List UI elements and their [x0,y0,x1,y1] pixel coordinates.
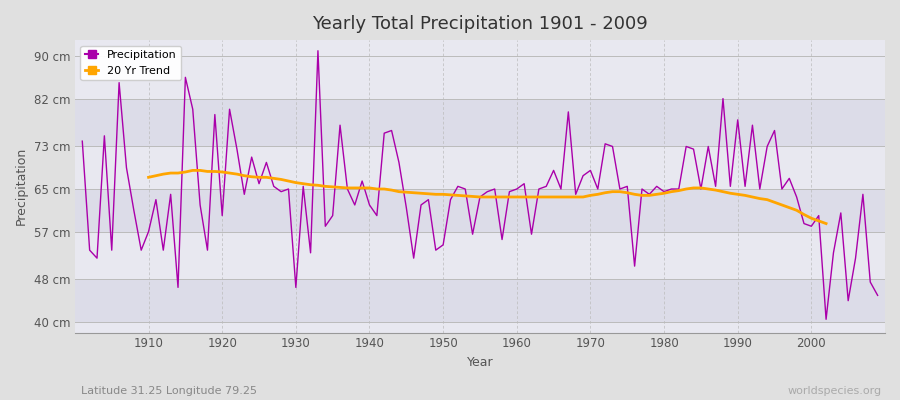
Y-axis label: Precipitation: Precipitation [15,147,28,226]
Bar [75,56,885,99]
Legend: Precipitation, 20 Yr Trend: Precipitation, 20 Yr Trend [80,46,181,80]
Bar [75,232,885,280]
Bar [75,99,885,146]
Text: Latitude 31.25 Longitude 79.25: Latitude 31.25 Longitude 79.25 [81,386,257,396]
Text: worldspecies.org: worldspecies.org [788,386,882,396]
Bar [75,146,885,189]
Title: Yearly Total Precipitation 1901 - 2009: Yearly Total Precipitation 1901 - 2009 [312,15,648,33]
Bar [75,280,885,322]
X-axis label: Year: Year [466,356,493,369]
Bar [75,189,885,232]
